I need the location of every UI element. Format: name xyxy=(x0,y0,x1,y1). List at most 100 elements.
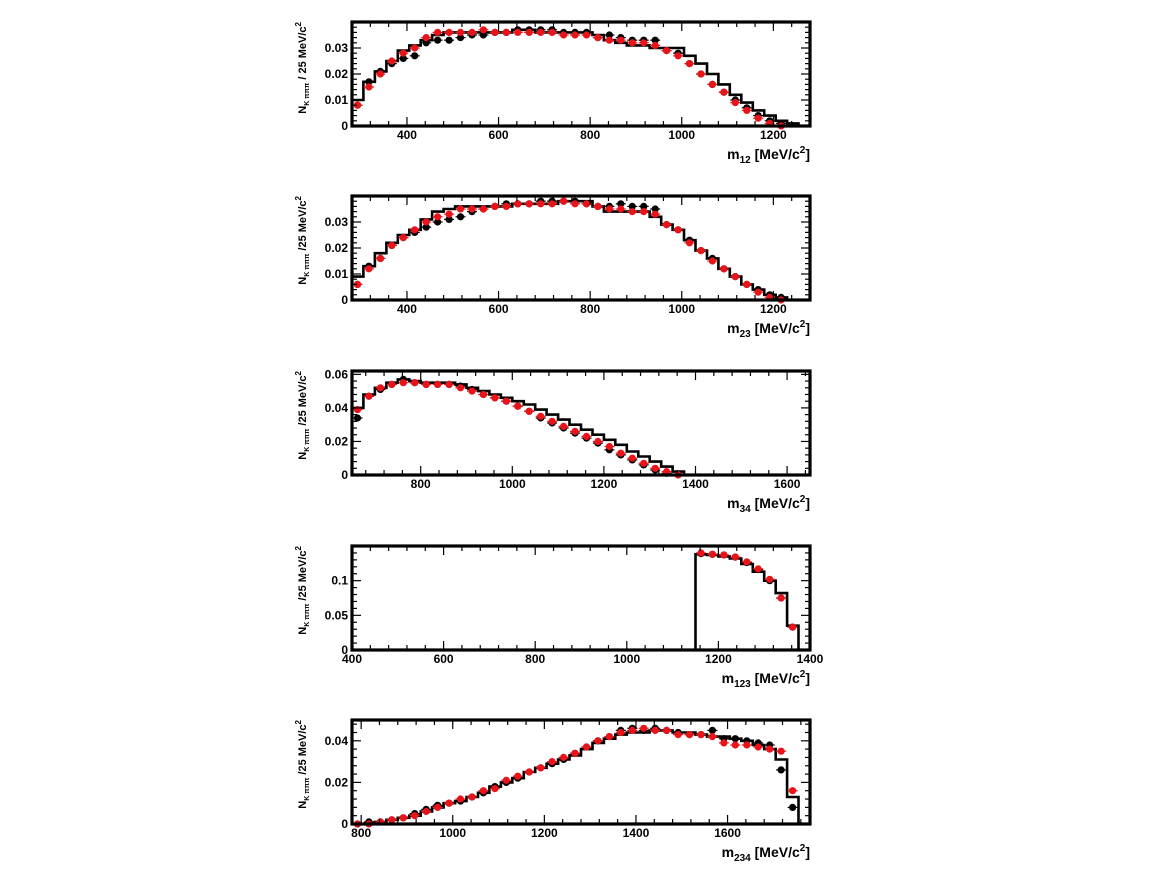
data-point-red xyxy=(789,787,797,795)
data-point-red xyxy=(628,454,636,462)
data-point-red xyxy=(582,743,591,751)
data-point-red xyxy=(365,265,373,273)
y-tick-label: 0.02 xyxy=(325,241,349,255)
y-axis-label-sub: K πππ xyxy=(304,603,311,627)
data-point-red xyxy=(605,442,614,451)
x-tick-label: 400 xyxy=(397,302,417,316)
data-point-black xyxy=(617,200,625,208)
y-axis-label-unit: / 25 MeV/c xyxy=(297,26,309,82)
data-point-red xyxy=(353,406,362,414)
data-point-black xyxy=(411,52,419,60)
data-point-red xyxy=(743,280,751,288)
data-point-red xyxy=(491,28,499,36)
data-point-red xyxy=(376,254,384,262)
data-point-red xyxy=(502,202,510,210)
y-tick-label: 0.01 xyxy=(325,93,349,107)
y-tick-label: 0 xyxy=(341,293,348,307)
x-tick-label: 1600 xyxy=(774,477,801,491)
x-axis-label: m12 [MeV/c2] xyxy=(727,145,810,166)
data-point-red xyxy=(434,803,442,812)
y-axis-label: NK πππ / 25 MeV/c2 xyxy=(294,21,311,113)
data-point-red xyxy=(491,202,499,210)
data-point-red xyxy=(720,265,728,273)
data-point-black xyxy=(640,202,648,210)
y-tick-label: 0.01 xyxy=(325,267,349,281)
data-point-black xyxy=(456,213,465,221)
y-axis-label-sub: K πππ xyxy=(304,428,311,452)
y-tick-label: 0 xyxy=(341,119,348,133)
data-point-red xyxy=(754,114,762,122)
data-point-red xyxy=(525,407,533,415)
data-point-red xyxy=(353,101,362,109)
data-point-red xyxy=(479,787,487,795)
data-point-red xyxy=(571,31,579,39)
data-point-red xyxy=(434,213,442,221)
data-point-red xyxy=(525,28,533,36)
y-axis-label-sub: K πππ xyxy=(304,253,311,277)
data-point-red xyxy=(571,427,579,435)
data-point-red xyxy=(605,205,614,213)
data-point-red xyxy=(456,28,465,36)
y-tick-label: 0.02 xyxy=(325,775,349,789)
data-point-red xyxy=(731,99,739,107)
data-point-red xyxy=(422,380,430,388)
x-tick-label: 1000 xyxy=(668,128,695,142)
x-axis-label-unit: [MeV/c xyxy=(751,844,800,860)
data-point-red xyxy=(766,575,774,583)
y-tick-label: 0.02 xyxy=(325,67,349,81)
y-tick-label: 0.03 xyxy=(325,215,349,229)
y-axis-label: NK πππ /25 MeV/c2 xyxy=(294,195,311,284)
data-point-red xyxy=(766,745,774,753)
data-point-black xyxy=(479,31,487,39)
x-axis-label-unit: [MeV/c xyxy=(751,320,800,336)
data-point-red xyxy=(743,558,751,566)
x-tick-label: 1400 xyxy=(682,477,709,491)
data-point-red xyxy=(560,31,568,39)
data-point-red xyxy=(445,28,453,36)
data-point-red xyxy=(777,747,785,755)
data-point-black xyxy=(422,223,430,231)
data-point-red xyxy=(468,387,476,395)
data-point-red xyxy=(399,814,407,822)
data-point-red xyxy=(548,417,556,425)
data-point-black xyxy=(628,202,636,210)
data-point-red xyxy=(399,379,407,387)
data-point-black xyxy=(445,215,453,223)
data-point-red xyxy=(697,731,705,739)
data-point-red xyxy=(365,392,373,400)
y-tick-label: 0 xyxy=(341,468,348,482)
y-axis-label-sub: K πππ xyxy=(304,82,311,106)
histogram-step-line xyxy=(350,199,799,302)
data-point-red xyxy=(548,28,556,36)
data-point-red xyxy=(628,39,636,47)
data-point-red xyxy=(548,758,556,766)
y-axis-label-sup: 2 xyxy=(294,545,303,550)
x-axis-label-main: m xyxy=(722,670,734,686)
plot-frame xyxy=(350,369,812,477)
data-point-red xyxy=(605,733,614,741)
y-axis-label-sup: 2 xyxy=(294,370,303,375)
data-point-red xyxy=(731,741,739,749)
y-axis-label-main: N xyxy=(297,277,309,285)
data-point-red xyxy=(617,36,625,44)
x-tick-label: 1000 xyxy=(668,302,695,316)
data-point-red xyxy=(617,449,625,457)
x-tick-label: 1000 xyxy=(499,477,526,491)
y-tick-label: 0.06 xyxy=(325,367,349,381)
y-axis-label-sup: 2 xyxy=(294,21,303,26)
data-point-red xyxy=(674,731,682,739)
data-point-red xyxy=(525,200,533,208)
data-point-red xyxy=(594,437,602,446)
data-point-red xyxy=(731,273,739,281)
y-tick-label: 0.04 xyxy=(325,734,349,748)
data-point-red xyxy=(640,459,648,467)
data-point-red xyxy=(651,464,659,472)
x-axis-label: m123 [MeV/c2] xyxy=(722,669,810,690)
x-axis-label-main: m xyxy=(727,146,739,162)
y-axis-label-main: N xyxy=(297,801,309,809)
y-axis-label-sub: K πππ xyxy=(304,777,311,801)
histogram-step-line xyxy=(350,28,810,128)
data-point-red xyxy=(617,205,625,213)
data-point-red xyxy=(388,241,396,249)
data-point-red xyxy=(743,106,751,114)
